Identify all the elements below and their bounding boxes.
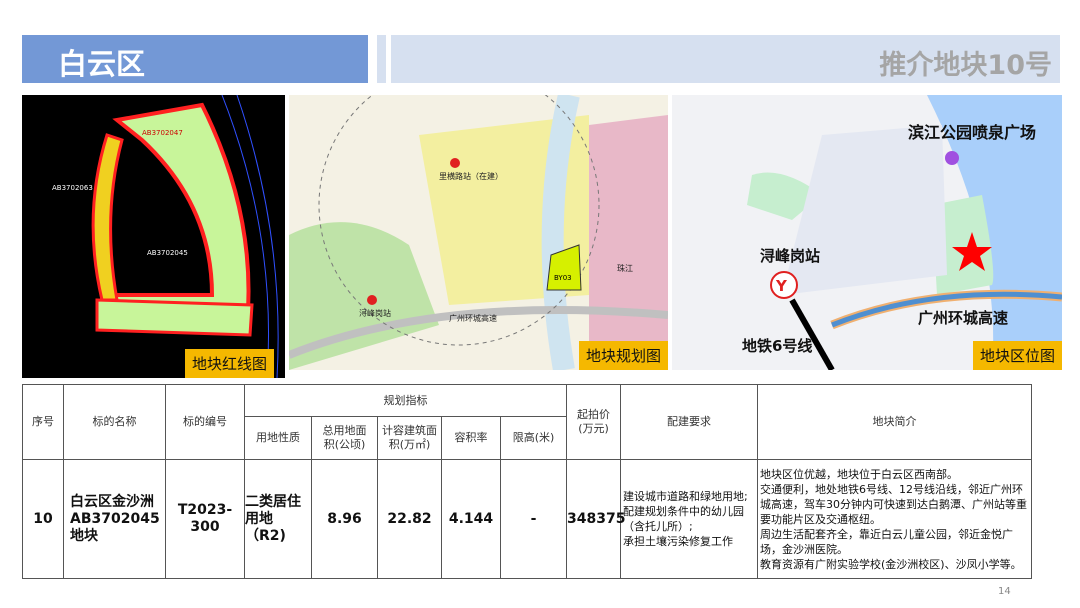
requirement-item: 承担土壤污染修复工作 bbox=[623, 535, 733, 548]
cell-requirements: 建设城市道路和绿地用地; 配建规划条件中的幼儿园（含托儿所）; 承担土壤污染修复… bbox=[620, 459, 758, 579]
header-land-use: 用地性质 bbox=[244, 416, 312, 460]
header-code: 标的编号 bbox=[165, 384, 245, 460]
header-far: 容积率 bbox=[441, 416, 501, 460]
plot-code-label: AB3702047 bbox=[142, 129, 183, 137]
road-label: 广州环城高速 bbox=[449, 314, 497, 323]
plot-info-table: 序号 标的名称 标的编号 规划指标 起拍价(万元) 配建要求 地块简介 用地性质… bbox=[22, 384, 1032, 579]
metro-logo-icon bbox=[770, 271, 798, 299]
title-banner: 推介地块10号 bbox=[391, 35, 1060, 83]
requirement-item: 配建规划条件中的幼儿园（含托儿所）; bbox=[623, 505, 744, 533]
header-index: 序号 bbox=[22, 384, 64, 460]
header-price: 起拍价(万元) bbox=[566, 384, 621, 460]
location-map: Y 滨江公园喷泉广场 浔峰岗站 广州环城高速 地铁6号线 地块区位图 bbox=[672, 95, 1062, 370]
plot-code-label: AB3702045 bbox=[147, 249, 188, 257]
location-map-label: 地块区位图 bbox=[972, 341, 1062, 370]
header-height: 限高(米) bbox=[500, 416, 567, 460]
header-planning-indicators: 规划指标 bbox=[244, 384, 567, 417]
intro-line: 周边生活配套齐全，靠近白云儿童公园，邻近金悦广场，金沙洲医院。 bbox=[760, 527, 1013, 556]
park-label: 滨江公园喷泉广场 bbox=[908, 123, 1037, 142]
intro-line: 交通便利，地处地铁6号线、12号线沿线，邻近广州环城高速，驾车30分钟内可快速到… bbox=[760, 482, 1027, 526]
metro-station-icon bbox=[367, 295, 377, 305]
cell-code: T2023-300 bbox=[165, 459, 245, 579]
page-title: 推介地块10号 bbox=[879, 50, 1052, 81]
cell-intro: 地块区位优越，地块位于白云区西南部。 交通便利，地处地铁6号线、12号线沿线，邻… bbox=[757, 459, 1032, 579]
district-banner: 白云区 bbox=[22, 35, 368, 83]
district-title: 白云区 bbox=[58, 47, 146, 81]
planning-map-label: 地块规划图 bbox=[578, 341, 668, 370]
header-floor-area: 计容建筑面积(万㎡) bbox=[377, 416, 442, 460]
metro-label: 地铁6号线 bbox=[742, 337, 813, 355]
header-requirements: 配建要求 bbox=[620, 384, 758, 460]
river-label: 珠江 bbox=[617, 264, 633, 273]
red-line-map: AB3702047 AB3702063 AB3702045 地块红线图 bbox=[22, 95, 285, 378]
cell-index: 10 bbox=[22, 459, 64, 579]
header-name: 标的名称 bbox=[63, 384, 166, 460]
location-drawing: Y bbox=[747, 95, 1062, 370]
red-line-map-label: 地块红线图 bbox=[185, 349, 275, 378]
header-intro: 地块简介 bbox=[757, 384, 1032, 460]
intro-line: 地块区位优越，地块位于白云区西南部。 bbox=[760, 467, 958, 481]
cell-area: 8.96 bbox=[311, 459, 378, 579]
cell-floor-area: 22.82 bbox=[377, 459, 442, 579]
svg-text:Y: Y bbox=[775, 277, 788, 295]
banner-divider bbox=[377, 35, 386, 83]
requirement-item: 建设城市道路和绿地用地; bbox=[623, 490, 748, 503]
planning-drawing: BY03 bbox=[289, 95, 668, 370]
header-area: 总用地面积(公顷) bbox=[311, 416, 378, 460]
planning-map: BY03 里横路站（在建） 浔峰岗站 广州环城高速 珠江 地块规划图 bbox=[289, 95, 668, 370]
station-label: 浔峰岗站 bbox=[760, 247, 821, 265]
intro-line: 教育资源有广附实验学校(金沙洲校区)、沙凤小学等。 bbox=[760, 557, 1022, 571]
plot-location-star-icon bbox=[952, 232, 992, 271]
cell-height: - bbox=[500, 459, 567, 579]
red-line-drawing: AB3702047 AB3702063 AB3702045 bbox=[52, 95, 279, 378]
cell-price: 348375 bbox=[566, 459, 625, 579]
station2-label: 里横路站（在建） bbox=[439, 172, 503, 181]
plot-code-label: AB3702063 bbox=[52, 184, 93, 192]
plot-code-label: BY03 bbox=[554, 274, 572, 282]
fountain-poi-icon bbox=[945, 151, 959, 165]
metro-station-icon bbox=[450, 158, 460, 168]
highway-label: 广州环城高速 bbox=[918, 309, 1009, 327]
cell-name: 白云区金沙洲AB3702045地块 bbox=[63, 459, 166, 579]
page-number: 14 bbox=[998, 586, 1011, 597]
table-row: 10 白云区金沙洲AB3702045地块 T2023-300 二类居住用地（R2… bbox=[22, 459, 1032, 579]
cell-land-use: 二类居住用地（R2) bbox=[244, 459, 312, 579]
cell-far: 4.144 bbox=[441, 459, 501, 579]
station-label: 浔峰岗站 bbox=[359, 309, 391, 318]
